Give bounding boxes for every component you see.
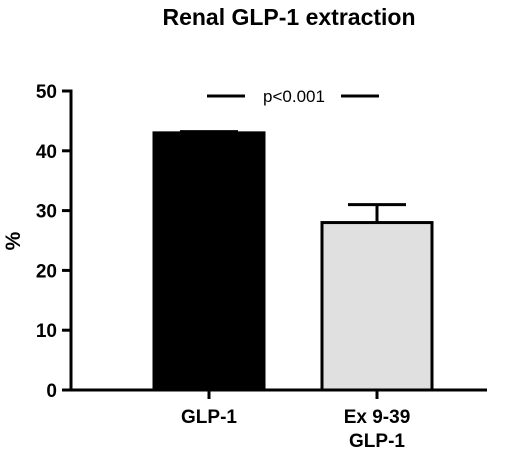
bars xyxy=(152,130,434,392)
tick-labels: 0 10 20 30 40 50 GLP-1 Ex 9-39 GLP-1 xyxy=(36,82,410,452)
x-tick-label: GLP-1 xyxy=(349,431,405,452)
y-tick-label: 0 xyxy=(46,381,57,402)
y-axis-label: % xyxy=(2,231,25,250)
p-value-label: p<0.001 xyxy=(263,87,325,106)
y-tick-label: 50 xyxy=(36,82,57,103)
axes xyxy=(69,89,487,392)
significance-annotation: p<0.001 xyxy=(207,87,379,106)
y-tick-label: 10 xyxy=(36,321,57,342)
y-tick-label: 20 xyxy=(36,261,57,282)
bar xyxy=(320,221,434,392)
y-tick-label: 30 xyxy=(36,202,57,223)
chart-title: Renal GLP-1 extraction xyxy=(162,4,415,30)
x-tick-label: GLP-1 xyxy=(181,407,237,428)
y-tick-label: 40 xyxy=(36,142,57,163)
x-tick-label: Ex 9-39 xyxy=(344,407,411,428)
bar xyxy=(152,131,266,392)
